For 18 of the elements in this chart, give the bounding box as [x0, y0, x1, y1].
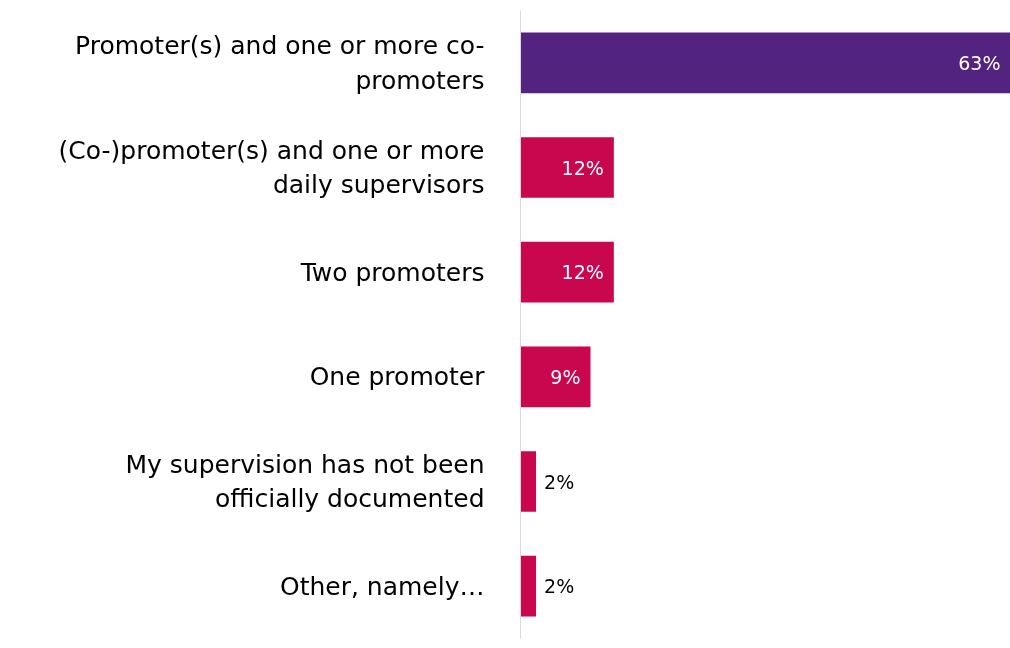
bar — [520, 241, 614, 303]
data-label: 63% — [958, 51, 1001, 74]
y-tick-label: One promoter — [309, 362, 486, 392]
bar — [520, 32, 1010, 94]
y-tick-label: My supervision has not been officially documented — [125, 449, 485, 514]
data-label: 12% — [561, 261, 604, 284]
bar — [520, 346, 591, 408]
bar — [520, 555, 537, 617]
y-tick-label: Other, namely… — [279, 571, 485, 601]
bar — [520, 451, 537, 512]
data-label: 9% — [550, 365, 581, 388]
data-label: 12% — [561, 156, 604, 179]
y-tick-label: Two promoters — [299, 257, 485, 287]
data-label: 2% — [544, 470, 575, 493]
data-label: 2% — [544, 575, 575, 598]
y-tick-label: Promoter(s) and one or more co-promoters — [75, 30, 485, 95]
y-tick-label: (Co-)promoter(s) and one or more daily supervisors — [58, 135, 485, 200]
bar — [520, 137, 614, 198]
